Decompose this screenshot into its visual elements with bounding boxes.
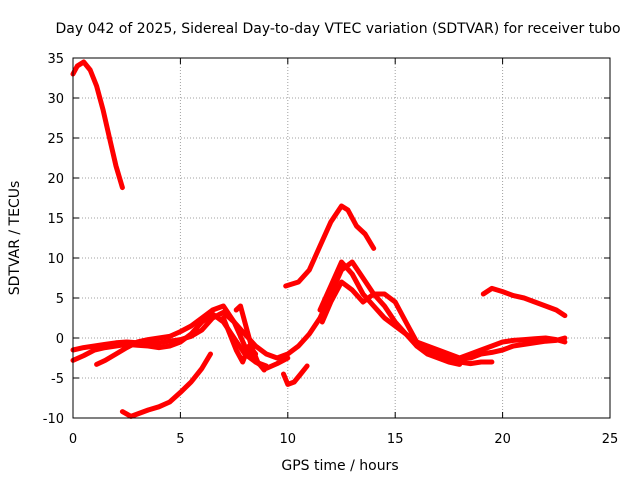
y-tick-label: 35 [47, 52, 64, 67]
plot-frame [72, 57, 611, 419]
series-line-arc-3 [70, 311, 269, 369]
y-tick-label: 30 [47, 92, 64, 107]
y-tick-label: -5 [51, 372, 64, 387]
series-line-arc-2 [70, 259, 568, 361]
y-tick-label: 25 [47, 132, 64, 147]
chart-title: Day 042 of 2025, Sidereal Day-to-day VTE… [55, 21, 620, 37]
x-tick-label: 25 [602, 432, 619, 447]
y-axis-ticks: -10 -5 0 5 10 15 20 25 30 35 [43, 52, 610, 427]
series-line-arc-10 [317, 259, 463, 367]
x-axis-label: GPS time / hours [281, 458, 398, 474]
x-tick-label: 0 [69, 432, 77, 447]
series-line-arc-13 [480, 285, 568, 319]
y-tick-label: 10 [47, 252, 64, 267]
y-axis-label: SDTVAR / TECUs [7, 181, 23, 296]
series-line-arc-5 [119, 351, 213, 419]
x-tick-label: 15 [387, 432, 404, 447]
y-tick-label: 15 [47, 212, 64, 227]
x-tick-label: 5 [176, 432, 184, 447]
x-tick-label: 10 [280, 432, 297, 447]
grid-lines [73, 58, 610, 418]
series-line-arc-12 [414, 343, 495, 367]
series-line-arc-9 [283, 203, 377, 289]
series-line-arc-8 [281, 363, 310, 387]
y-tick-label: -10 [43, 412, 64, 427]
y-tick-label: 0 [56, 332, 64, 347]
x-tick-label: 20 [494, 432, 511, 447]
x-axis-ticks: 0 5 10 15 20 25 [69, 58, 618, 447]
y-tick-label: 5 [56, 292, 64, 307]
series-line-arc-11 [319, 279, 568, 361]
y-tick-label: 20 [47, 172, 64, 187]
series-line-arc-7 [233, 303, 267, 373]
data-series [70, 59, 568, 419]
series-line-arc-1 [70, 59, 125, 191]
